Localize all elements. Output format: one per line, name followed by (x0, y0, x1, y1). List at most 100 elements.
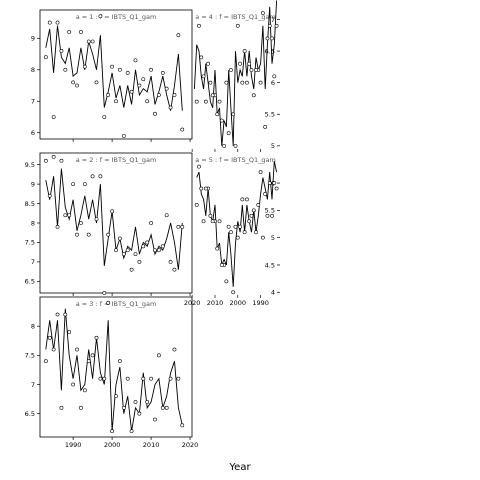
panel-2-frame (39, 152, 193, 294)
panel-5-data-point (201, 219, 206, 224)
panel-2-data-point (86, 232, 91, 237)
panel-1-data-point (55, 20, 60, 25)
panel-3-data-point (153, 417, 157, 422)
panel-2-data-point (47, 193, 52, 198)
panel-4-data-point (260, 11, 265, 16)
panel-5-data-point (254, 230, 258, 235)
panel-4: a = 4 : f = IBTS_Q1_gam 5 5.5 6 6.5 7 (191, 0, 280, 152)
panel-5-data-point (233, 224, 238, 229)
panel-4-y-tick-label: 6 (271, 79, 275, 87)
panel-3-data-point (168, 376, 173, 381)
panel-4-data-point (242, 49, 247, 53)
panel-1-data-point (180, 127, 185, 132)
panel-2-data-point (141, 244, 146, 249)
panel-1-y-tick-label: 6 (31, 129, 35, 137)
panel-3-data-point (137, 411, 142, 416)
panel-2-data-point (164, 213, 169, 218)
panel-1-data-point (59, 49, 64, 53)
panel-5-y-tick-label: 4 (271, 289, 275, 297)
panel-5-data-point (267, 181, 272, 185)
panel-2-data-point (63, 213, 68, 218)
panel-2-title: a = 2 : f = IBTS_Q1_gam (76, 156, 157, 164)
panel-4-data-point (197, 23, 201, 28)
panel-1-data-point (82, 64, 87, 69)
panel-2-data-point (160, 244, 165, 249)
panel-2-data-point (129, 267, 134, 272)
panel-3-data-point (79, 405, 83, 410)
panel-2-data-point (117, 236, 122, 241)
panel-4-data-point (215, 112, 220, 117)
panel-1-data-point (79, 30, 83, 34)
panel-5-data-point (231, 290, 236, 295)
panel-3-data-point (63, 312, 68, 317)
panel-4-data-point (233, 143, 238, 148)
panel-1-data-point (71, 80, 76, 85)
panel-4-data-point (226, 131, 231, 136)
panel-3-frame (39, 296, 193, 438)
panel-3-data-point (110, 429, 115, 434)
panel-1: a = 1 : f = IBTS_Q1_gam 6 7 8 9 (31, 9, 193, 142)
panel-1-data-point (137, 83, 142, 88)
panel-1-data-point (168, 105, 173, 110)
panel-4-title: a = 4 : f = IBTS_Q1_gam (195, 13, 276, 21)
panel-3-data-point (94, 335, 99, 340)
panel-5-data-point (210, 219, 215, 224)
panel-4-data-point (254, 68, 258, 72)
panel-1-fitted-line (45, 25, 183, 111)
panel-5-data-point (272, 181, 277, 185)
panel-3-data-point (133, 400, 138, 404)
panel-5-data-point (203, 186, 208, 191)
panel-4-data-point (235, 23, 240, 28)
panel-3-data-point (82, 388, 87, 393)
panel-3-x-tick-label: 2020 (182, 441, 199, 449)
panel-5-data-point (199, 186, 204, 191)
panel-4-data-point (219, 118, 224, 123)
panel-4-fitted-line (193, 0, 278, 146)
panel-5-data-point (219, 263, 224, 267)
panel-2-data-point (75, 232, 79, 237)
panel-5-title: a = 5 : f = IBTS_Q1_gam (195, 156, 276, 164)
panel-5-data-point (229, 230, 233, 235)
panel-1-data-point (106, 93, 111, 97)
panel-5-x-tick-label: 2000 (230, 299, 247, 307)
panel-1-data-point (94, 80, 99, 85)
panel-2-data-point (79, 221, 83, 225)
panel-4-data-point (217, 99, 222, 104)
panel-2-data-point (133, 252, 138, 257)
panel-5-data-point (263, 192, 268, 196)
panel-2-data-point (102, 291, 107, 295)
panel-5-data-point (249, 213, 254, 218)
panel-5-data-point (197, 164, 201, 169)
panel-5-data-point (240, 197, 245, 202)
panel-3-y-tick-label: 6.5 (25, 410, 35, 418)
panel-4-data-point (199, 55, 204, 60)
panel-3-y-tick-label: 8 (31, 322, 35, 330)
panel-3-data-point (98, 376, 103, 381)
panel-4-data-point (231, 112, 236, 117)
panel-1-y-tick-label: 7 (31, 98, 35, 106)
panel-3-y-tick-label: 7.5 (25, 352, 35, 360)
panel-3-data-point (149, 376, 153, 381)
panel-2-data-point (125, 248, 130, 253)
panel-5-data-point (238, 224, 242, 229)
panel-1-data-point (90, 39, 95, 44)
panel-4-data-point (245, 80, 249, 85)
panel-2-y-tick-label: 9.5 (25, 161, 35, 169)
panel-2-y-tick-label: 7.5 (25, 239, 35, 247)
panel-4-data-point (263, 124, 268, 129)
panel-2-y-tick-label: 8.5 (25, 200, 35, 208)
panel-2-data-point (110, 209, 115, 214)
panel-1-data-point (117, 67, 122, 72)
panel-2-data-point (90, 174, 95, 179)
panel-2-data-point (172, 267, 177, 272)
panel-5-data-point (251, 208, 256, 213)
panel-5-y-tick-label: 5.5 (265, 207, 275, 215)
panel-2: a = 2 : f = IBTS_Q1_gam 6.5 7 7.5 8 8.5 9 9.5 (25, 152, 193, 296)
panel-1-data-point (141, 77, 146, 82)
panel-3-y-tick-label: 7 (31, 381, 35, 389)
panel-3-data-point (117, 359, 122, 364)
panel-2-y-tick-label: 6.5 (25, 278, 35, 286)
panel-4-data-point (267, 23, 272, 28)
